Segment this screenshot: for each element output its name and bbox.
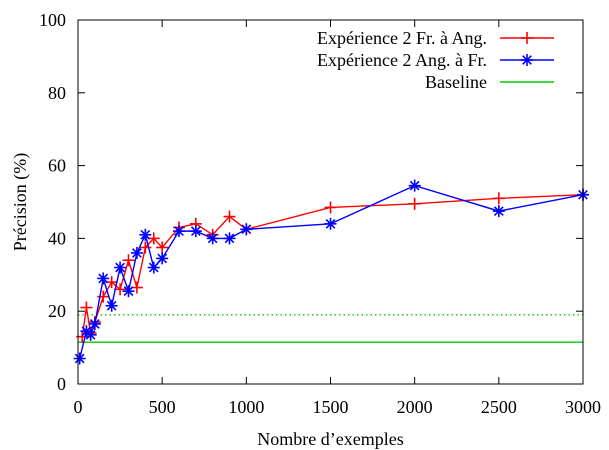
axis-ticks: 0 500 1000 1500 2000 2500 3000 0 20 40 60 80 100	[39, 10, 601, 417]
data-point	[114, 261, 127, 274]
data-point	[173, 225, 185, 238]
data-point	[223, 232, 236, 245]
data-point	[147, 261, 160, 274]
data-point	[139, 228, 152, 241]
data-point	[122, 285, 135, 298]
y-tick-label: 20	[48, 301, 66, 321]
data-point	[88, 317, 101, 330]
data-point	[122, 254, 135, 267]
y-tick-label: 100	[39, 10, 66, 30]
x-tick-label: 0	[74, 397, 83, 417]
x-axis-title: Nombre d’exemples	[257, 429, 403, 449]
legend-label: Expérience 2 Fr. à Ang.	[317, 28, 487, 48]
legend: Expérience 2 Fr. à Ang.Expérience 2 Ang.…	[317, 28, 554, 92]
data-point	[114, 283, 127, 296]
data-point	[324, 217, 337, 230]
x-tick-label: 1500	[313, 397, 349, 417]
data-point	[97, 272, 110, 285]
data-point	[130, 246, 143, 259]
x-tick-label: 1000	[228, 397, 264, 417]
legend-marker-0	[521, 32, 533, 44]
data-point	[139, 241, 152, 254]
data-point	[156, 252, 169, 265]
y-tick-label: 80	[48, 83, 66, 103]
data-point	[189, 225, 202, 238]
data-point	[73, 352, 86, 365]
x-tick-label: 3000	[565, 397, 601, 417]
data-point	[408, 197, 421, 210]
y-tick-label: 0	[57, 374, 66, 394]
data-point	[156, 241, 169, 254]
data-point	[492, 205, 505, 218]
series-line-1	[79, 184, 584, 359]
data-point	[206, 232, 219, 245]
y-tick-label: 40	[48, 228, 66, 248]
data-point	[80, 301, 93, 314]
series-line-0	[81, 194, 584, 337]
data-point	[223, 210, 236, 223]
y-axis-title: Précision (%)	[10, 153, 31, 251]
x-tick-label: 2000	[397, 397, 433, 417]
data-point	[408, 179, 421, 192]
data-point	[105, 299, 118, 312]
data-point	[240, 223, 253, 236]
legend-label: Expérience 2 Ang. à Fr.	[317, 50, 487, 70]
x-tick-label: 500	[149, 397, 176, 417]
legend-label: Baseline	[425, 72, 487, 92]
data-point	[492, 192, 505, 205]
data-point	[324, 201, 337, 214]
plot-marks	[73, 179, 589, 365]
y-tick-label: 60	[48, 156, 66, 176]
x-tick-label: 2500	[481, 397, 517, 417]
data-point	[84, 328, 97, 341]
legend-marker-1	[521, 54, 533, 66]
